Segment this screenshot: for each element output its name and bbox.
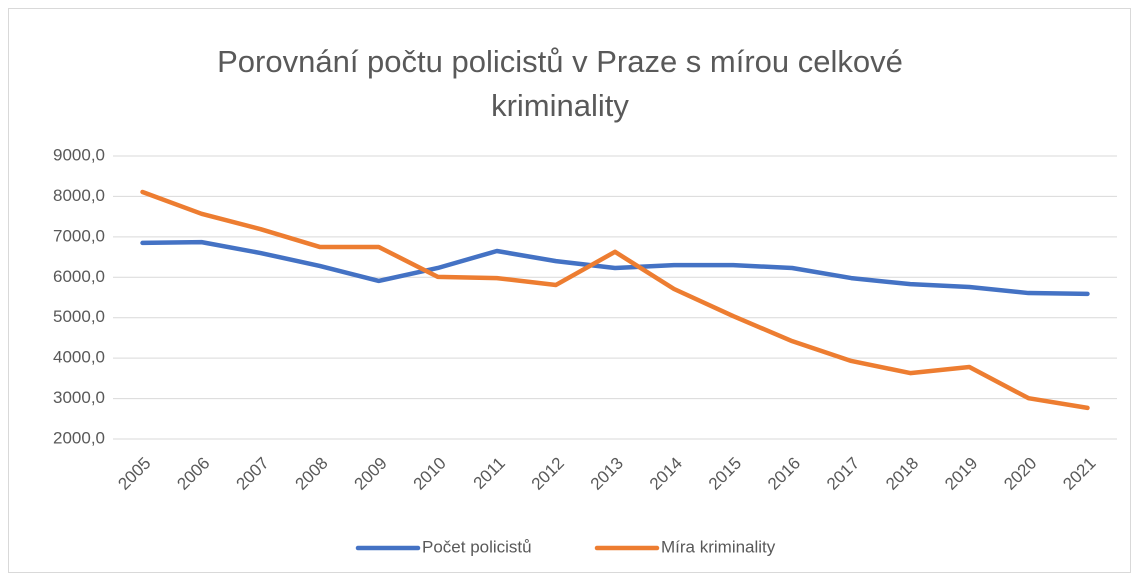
y-tick-label: 5000,0: [53, 307, 105, 326]
y-tick-label: 2000,0: [53, 428, 105, 447]
chart-title: Porovnání počtu policistů v Praze s míro…: [217, 44, 903, 123]
data-line: [140, 189, 1090, 411]
data-line: [140, 239, 1090, 297]
legend-label: Míra kriminality: [661, 537, 776, 556]
legend-label: Počet policistů: [422, 537, 532, 556]
y-tick-label: 6000,0: [53, 267, 105, 286]
y-tick-label: 7000,0: [53, 226, 105, 245]
y-tick-label: 3000,0: [53, 388, 105, 407]
chart-border: [8, 8, 1131, 573]
y-tick-label: 4000,0: [53, 348, 105, 367]
y-tick-label: 9000,0: [53, 145, 105, 164]
y-tick-label: 8000,0: [53, 186, 105, 205]
